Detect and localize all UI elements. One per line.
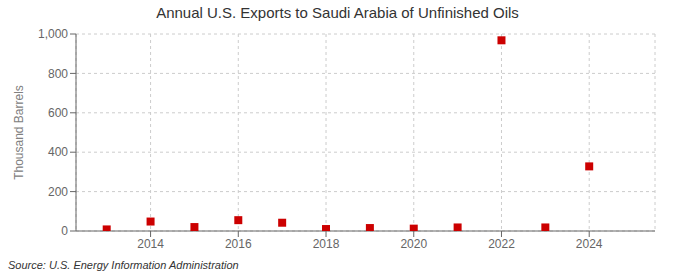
svg-text:1,000: 1,000 (38, 27, 68, 41)
svg-text:2016: 2016 (225, 237, 252, 251)
svg-text:2020: 2020 (400, 237, 427, 251)
svg-text:400: 400 (48, 145, 68, 159)
svg-text:600: 600 (48, 106, 68, 120)
svg-text:2018: 2018 (313, 237, 340, 251)
html-text:Source: U.S. Energy Informatio: Source: U.S. Energy Information Administ… (8, 259, 239, 271)
svg-text:2022: 2022 (488, 237, 515, 251)
svg-text:2024: 2024 (576, 237, 603, 251)
svg-text:0: 0 (61, 224, 68, 238)
svg-text:200: 200 (48, 185, 68, 199)
svg-text:2014: 2014 (137, 237, 164, 251)
html-text:Annual U.S. Exports to Saudi A: Annual U.S. Exports to Saudi Arabia of U… (156, 4, 519, 21)
svg-text:Thousand Barrels: Thousand Barrels (12, 85, 26, 180)
svg-text:800: 800 (48, 67, 68, 81)
